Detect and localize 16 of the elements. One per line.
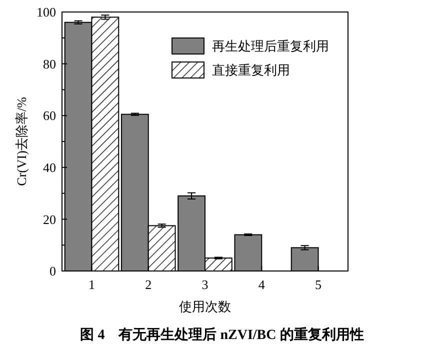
x-tick-label: 2 — [145, 277, 152, 292]
x-tick-label: 1 — [88, 277, 95, 292]
text: 图 4 有无再生处理后 nZVI/BC 的重复利用性 — [80, 326, 364, 343]
y-tick-label: 100 — [36, 4, 56, 20]
y-axis-title: Cr(VI)去除率/% — [14, 96, 29, 186]
x-tick-label: 3 — [202, 277, 208, 292]
y-tick-label: 20 — [43, 212, 56, 227]
legend-label: 直接重复利用 — [212, 62, 290, 78]
y-tick-label: 80 — [43, 56, 56, 72]
y-tick-label: 0 — [50, 264, 56, 279]
x-tick-label: 4 — [258, 277, 266, 292]
x-axis-title: 使用次数 — [179, 299, 231, 314]
y-tick-label: 60 — [43, 108, 56, 124]
x-tick-label: 5 — [315, 277, 322, 292]
y-tick-label: 40 — [43, 160, 56, 175]
legend-label: 再生处理后重复利用 — [212, 38, 329, 54]
